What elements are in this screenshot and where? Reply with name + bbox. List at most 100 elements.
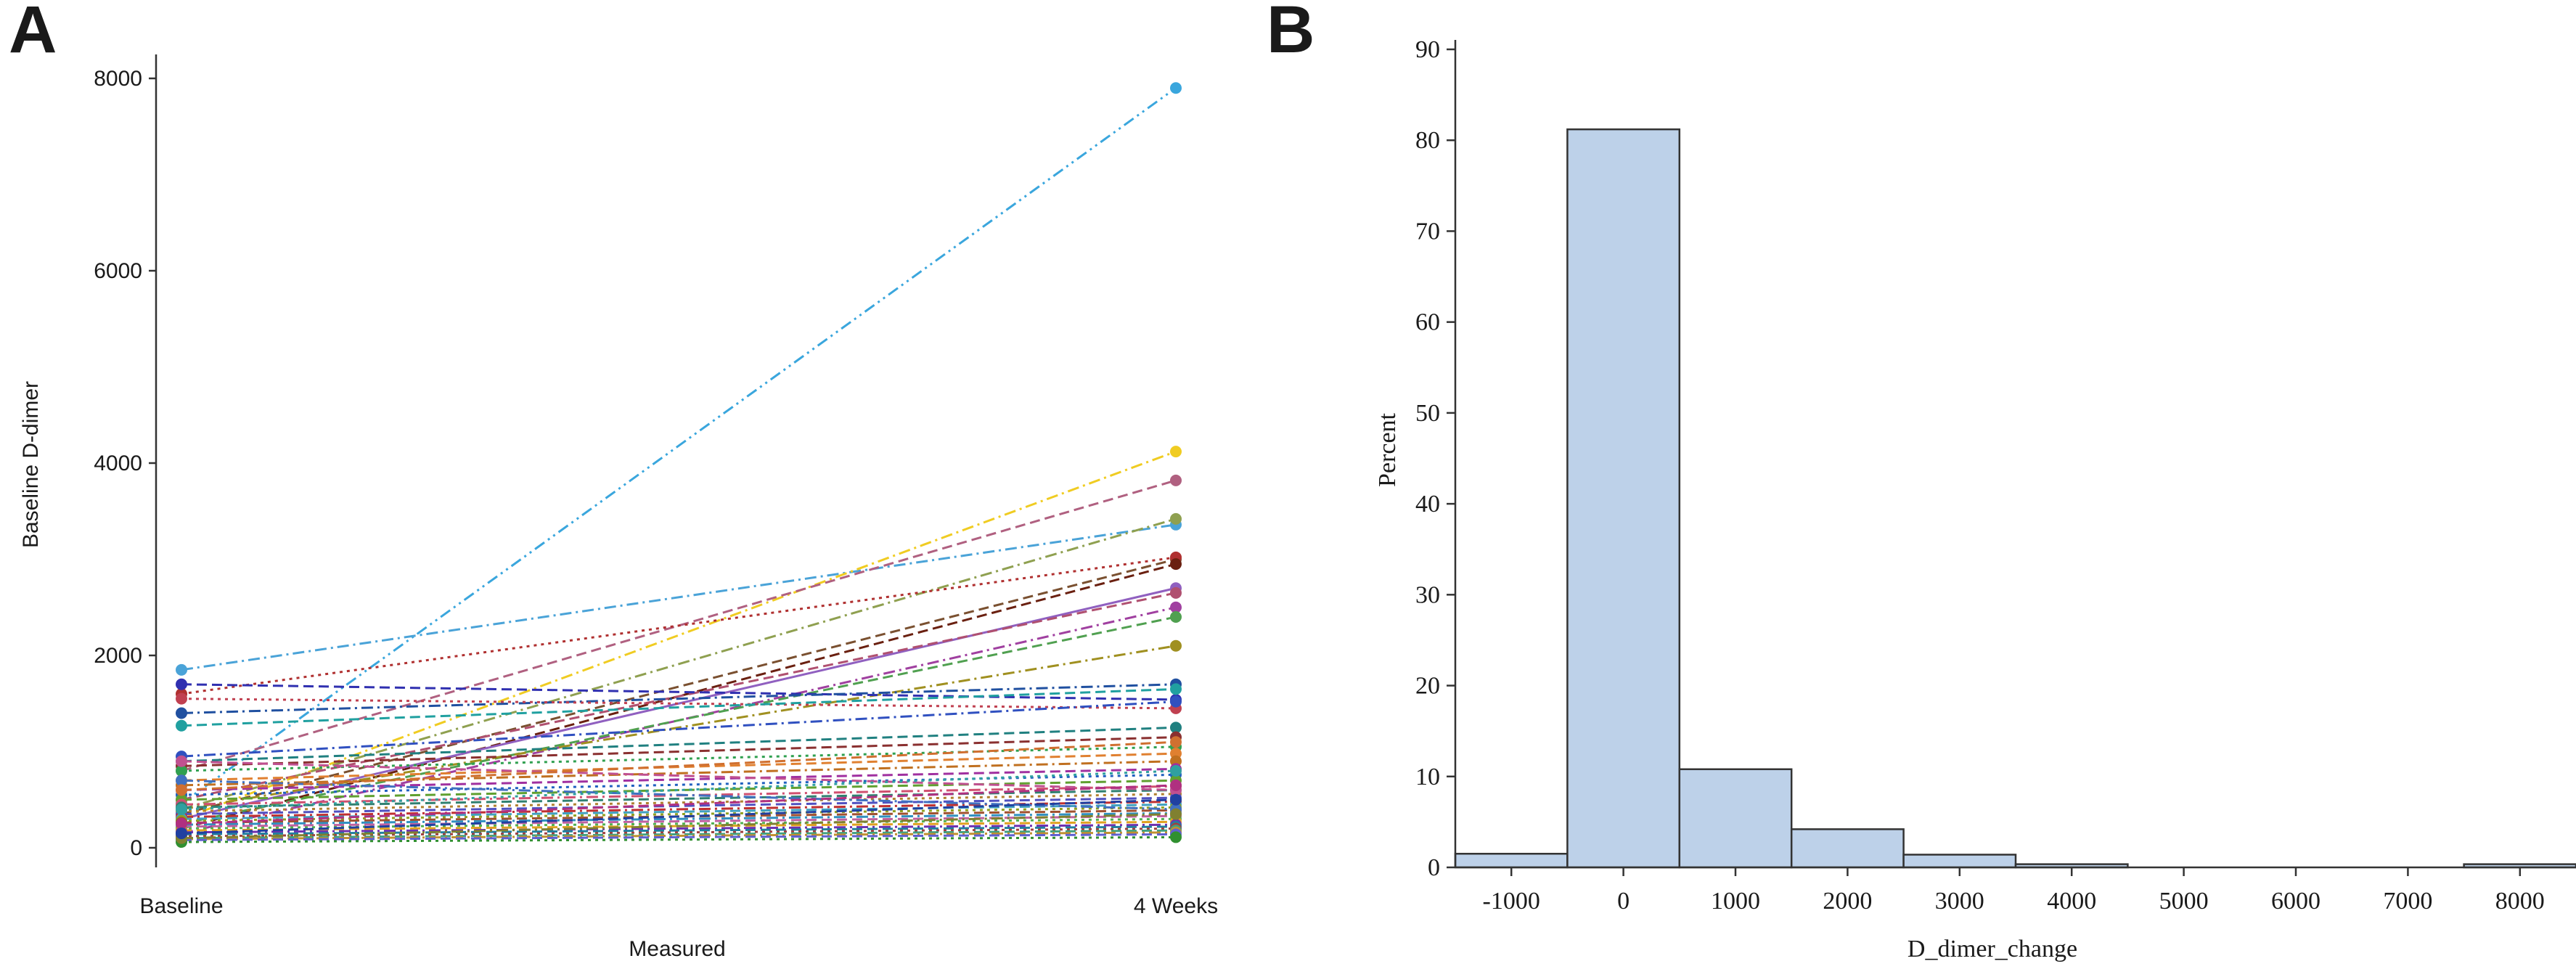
chart-a-series-line <box>181 779 1177 811</box>
panel-letter-b: B <box>1267 0 1314 67</box>
chart-b-y-axis-label: Percent <box>1374 412 1401 487</box>
chart-a-series-line <box>181 479 1177 772</box>
chart-b-x-tick-label: 4000 <box>2047 888 2096 915</box>
chart-a-data-point <box>176 817 187 830</box>
chart-b-x-tick-label: 3000 <box>1935 888 1984 915</box>
chart-a-series-line <box>181 87 1177 805</box>
chart-a-data-point <box>176 707 187 719</box>
chart-a-data-point <box>1170 831 1182 843</box>
chart-a-series-line <box>181 683 1177 714</box>
chart-a-series-line <box>181 760 1177 787</box>
chart-b-x-tick-label: 7000 <box>2383 888 2432 915</box>
chart-a-series-line <box>181 814 1177 828</box>
chart-a-series-line <box>181 806 1177 822</box>
chart-b-y-tick-label: 80 <box>1415 127 1440 154</box>
chart-b-x-tick-label: 8000 <box>2495 888 2545 915</box>
chart-b-histogram: 0 10 20 30 40 50 60 70 80 90 -1000 0 1000 2000 3000 40… <box>1374 36 2576 962</box>
chart-a-data-point <box>1170 82 1182 94</box>
chart-a-y-tick-label: 2000 <box>94 644 142 668</box>
chart-a-series-line <box>181 825 1177 835</box>
chart-b-x-tick-label: 6000 <box>2271 888 2321 915</box>
chart-a-series-line <box>181 698 1177 710</box>
chart-a-data-point <box>1170 558 1182 571</box>
chart-a-y-ticks: 0 2000 4000 6000 8000 <box>94 67 156 860</box>
chart-a-series-line <box>181 518 1177 811</box>
chart-a-series-line <box>181 606 1177 835</box>
chart-a-data-point <box>1170 695 1182 708</box>
chart-a-data-point <box>176 804 187 815</box>
chart-a-y-tick-label: 4000 <box>94 451 142 475</box>
chart-a-x-tick-label: 4 Weeks <box>1134 894 1218 918</box>
chart-a-series-line <box>181 616 1177 825</box>
chart-a-y-axis-label: Baseline D-dimer <box>19 381 43 548</box>
chart-a-series-line <box>181 835 1177 843</box>
chart-a-series-line <box>181 450 1177 820</box>
chart-b-y-tick-label: 30 <box>1415 581 1440 608</box>
chart-b-bars <box>1454 128 2576 869</box>
chart-a-data-point <box>1170 808 1182 820</box>
chart-a-series-line <box>181 789 1177 809</box>
chart-a-series-line <box>181 823 1177 834</box>
chart-a-data-point <box>1170 601 1182 613</box>
chart-a-series-line <box>181 687 1177 727</box>
chart-b-x-tick-label: -1000 <box>1483 888 1540 915</box>
chart-b-bar <box>1790 828 1905 869</box>
chart-a-y-tick-label: 0 <box>130 836 142 860</box>
chart-b-axes <box>1454 40 2576 869</box>
chart-b-y-tick-label: 50 <box>1415 400 1440 427</box>
chart-a-series-line <box>181 827 1177 838</box>
chart-a-series-line <box>181 803 1177 820</box>
chart-a-x-tick-label: Baseline <box>139 894 223 918</box>
panel-letter-a: A <box>9 0 57 67</box>
chart-a-series-line <box>181 811 1177 826</box>
chart-b-y-tick-label: 20 <box>1415 673 1440 700</box>
chart-a-data-point <box>176 719 187 732</box>
chart-a-y-tick-label: 8000 <box>94 67 142 91</box>
chart-a-series-line <box>181 740 1177 791</box>
chart-b-bar <box>1902 854 2017 869</box>
chart-a-data-point <box>176 765 187 777</box>
chart-b-y-tick-label: 40 <box>1415 491 1440 518</box>
chart-a-data-point <box>1170 512 1182 525</box>
chart-a-series-line <box>181 736 1177 767</box>
chart-a-series-line <box>181 800 1177 819</box>
chart-a-series-line <box>181 796 1177 816</box>
chart-a-data-point <box>176 774 187 787</box>
chart-a-series-line <box>181 683 1177 701</box>
chart-a-x-ticks: Baseline 4 Weeks <box>139 894 1218 918</box>
chart-a-series-line <box>181 833 1177 841</box>
chart-a-data-point <box>176 755 187 767</box>
chart-a-series-line <box>181 817 1177 830</box>
chart-a-series-line <box>181 523 1177 671</box>
chart-a-series-line <box>181 700 1177 758</box>
chart-b-x-axis-label: D_dimer_change <box>1908 936 2077 962</box>
chart-a-data-point <box>1170 446 1182 458</box>
chart-b-x-tick-label: 1000 <box>1711 888 1760 915</box>
chart-a-data-point <box>1170 736 1182 748</box>
chart-a-data-point <box>1170 639 1182 652</box>
chart-a-data-point <box>176 678 187 690</box>
chart-a-series-line <box>181 767 1177 791</box>
chart-a-data-point <box>1170 683 1182 695</box>
chart-a-data-point <box>1170 793 1182 806</box>
chart-a-markers <box>176 82 1182 849</box>
chart-a-data-point <box>176 663 187 676</box>
chart-b-x-ticks: -1000 0 1000 2000 3000 4000 5000 6000 7000 8000 <box>1483 867 2545 915</box>
chart-a-series-line <box>181 769 1177 811</box>
chart-b-y-tick-label: 60 <box>1415 309 1440 336</box>
chart-b-bar <box>1678 768 1793 869</box>
chart-b-y-tick-label: 70 <box>1415 218 1440 245</box>
chart-a-series-line <box>181 556 1177 695</box>
chart-a-data-point <box>176 827 187 840</box>
chart-a-y-tick-label: 6000 <box>94 259 142 283</box>
chart-b-bar <box>1566 128 1681 869</box>
chart-a-line-plot: 0 2000 4000 6000 8000 Baseline 4 Weeks Measur… <box>19 54 1218 961</box>
chart-b-x-tick-label: 5000 <box>2159 888 2209 915</box>
chart-b-y-ticks: 0 10 20 30 40 50 60 70 80 90 <box>1415 36 1455 881</box>
chart-b-y-tick-label: 0 <box>1428 854 1440 881</box>
chart-a-series-line <box>181 592 1177 801</box>
chart-a-data-point <box>1170 765 1182 777</box>
chart-a-series-line <box>181 760 1177 791</box>
chart-a-series-line <box>181 831 1177 841</box>
